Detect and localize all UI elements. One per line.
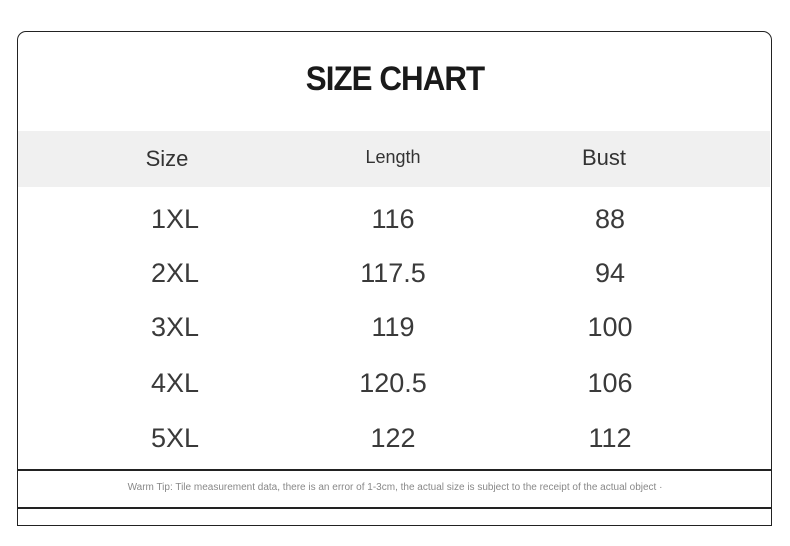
header-row (18, 131, 770, 187)
table-cell: 94 (594, 258, 626, 288)
table-cell: 5XL (150, 423, 200, 453)
table-cell: 4XL (150, 368, 200, 398)
column-header: Bust (581, 145, 627, 170)
divider (17, 507, 772, 509)
table-cell: 117.5 (360, 258, 426, 288)
table-cell: 1XL (150, 204, 200, 234)
divider (17, 469, 772, 471)
table-cell: 122 (370, 423, 416, 453)
table-cell: 88 (594, 204, 626, 234)
table-cell: 100 (587, 312, 633, 342)
table-cell: 116 (371, 204, 415, 234)
table-cell: 120.5 (359, 368, 427, 398)
table-cell: 112 (588, 423, 632, 453)
table-cell: 119 (371, 312, 415, 342)
table-cell: 2XL (150, 258, 200, 288)
page-title: SIZE CHART (305, 60, 485, 98)
chart-frame (17, 31, 772, 526)
warm-tip: Warm Tip: Tile measurement data, there i… (127, 482, 663, 493)
column-header: Size (145, 146, 189, 171)
table-cell: 3XL (150, 312, 200, 342)
column-header: Length (365, 147, 421, 167)
table-cell: 106 (587, 368, 633, 398)
